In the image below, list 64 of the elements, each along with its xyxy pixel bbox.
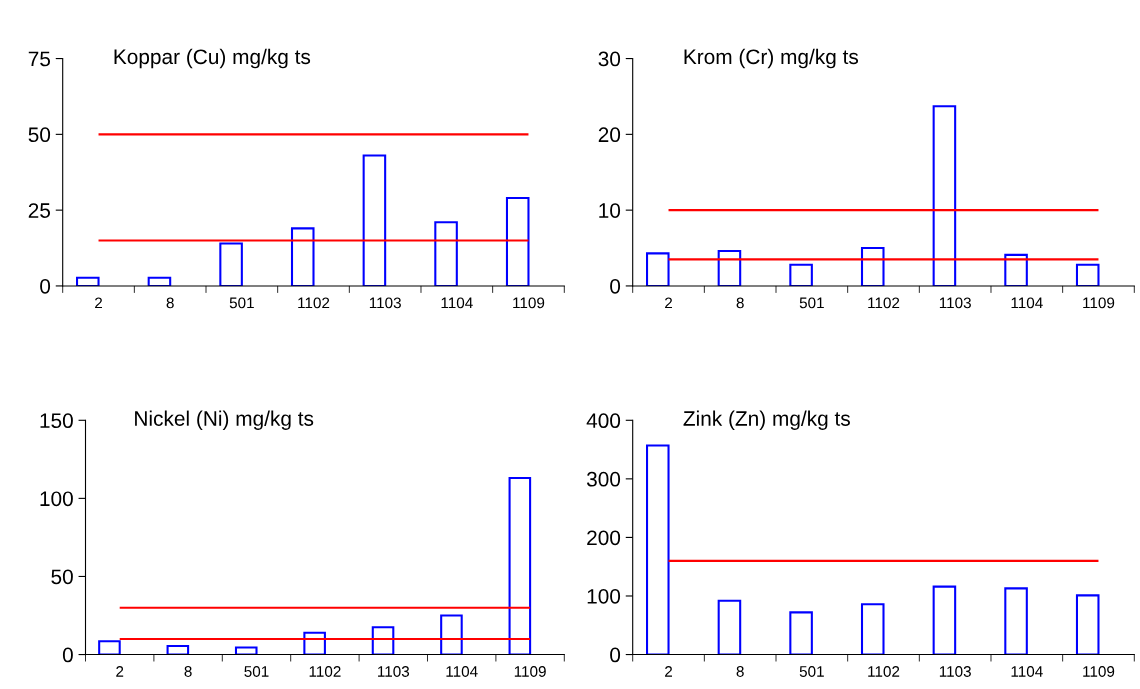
x-tick-label: 2 bbox=[95, 297, 103, 309]
bar bbox=[508, 477, 532, 655]
x-tick-label: 1103 bbox=[939, 297, 971, 309]
x-tick-label: 1102 bbox=[298, 297, 330, 309]
bar bbox=[860, 603, 885, 655]
x-tick-label: 1103 bbox=[378, 666, 410, 677]
x-tick-label: 1102 bbox=[868, 297, 900, 309]
y-tick-label: 150 bbox=[40, 413, 73, 429]
x-tick-label: 501 bbox=[799, 666, 824, 677]
x-tick-label: 501 bbox=[799, 297, 824, 309]
bar bbox=[717, 599, 742, 655]
x-tick-label: 1109 bbox=[1083, 297, 1115, 309]
x-tick-label: 2 bbox=[665, 666, 673, 677]
y-tick-label: 30 bbox=[598, 51, 621, 67]
y-tick-label: 50 bbox=[28, 127, 51, 143]
x-tick-label: 1109 bbox=[513, 297, 545, 309]
chart-title: Koppar (Cu) mg/kg ts bbox=[114, 48, 311, 69]
y-tick-label: 0 bbox=[62, 647, 73, 663]
chart-title: Zink (Zn) mg/kg ts bbox=[683, 410, 850, 430]
bar bbox=[362, 154, 387, 286]
bar bbox=[290, 227, 315, 286]
bar bbox=[1075, 594, 1100, 655]
y-tick-label: 0 bbox=[40, 278, 51, 294]
x-tick-label: 1104 bbox=[1011, 666, 1043, 677]
y-tick-label: 200 bbox=[587, 530, 621, 546]
bar bbox=[932, 585, 957, 655]
y-tick-label: 50 bbox=[51, 569, 73, 585]
bar bbox=[717, 250, 742, 286]
y-tick-label: 20 bbox=[598, 127, 621, 143]
x-tick-label: 1104 bbox=[441, 297, 473, 309]
y-tick-label: 0 bbox=[610, 647, 621, 663]
x-tick-label: 1103 bbox=[939, 666, 971, 677]
x-tick-label: 8 bbox=[184, 666, 192, 677]
x-tick-label: 2 bbox=[665, 297, 673, 309]
chart-title: Nickel (Ni) mg/kg ts bbox=[135, 410, 314, 430]
bar bbox=[440, 614, 463, 655]
y-tick-label: 300 bbox=[586, 471, 621, 487]
bar bbox=[505, 196, 530, 286]
chart-title: Krom (Cr) mg/kg ts bbox=[684, 48, 859, 69]
bar bbox=[1004, 587, 1028, 655]
x-tick-label: 8 bbox=[736, 297, 744, 309]
y-tick-label: 400 bbox=[586, 413, 621, 429]
x-tick-label: 2 bbox=[116, 666, 124, 677]
bar bbox=[645, 444, 670, 655]
y-tick-label: 10 bbox=[599, 203, 621, 218]
bar bbox=[860, 247, 885, 286]
x-tick-label: 501 bbox=[229, 297, 254, 309]
y-tick-label: 25 bbox=[28, 203, 51, 218]
x-tick-label: 1109 bbox=[1083, 666, 1115, 677]
x-tick-label: 8 bbox=[166, 297, 174, 309]
x-tick-label: 1104 bbox=[1011, 297, 1043, 309]
y-tick-label: 75 bbox=[28, 51, 51, 67]
x-tick-label: 8 bbox=[736, 666, 744, 677]
y-tick-label: 100 bbox=[587, 588, 621, 604]
bar bbox=[932, 105, 957, 286]
y-tick-label: 0 bbox=[610, 278, 621, 294]
x-tick-label: 1104 bbox=[446, 666, 478, 677]
x-tick-label: 1102 bbox=[309, 666, 341, 677]
y-tick-label: 100 bbox=[40, 491, 73, 507]
x-tick-label: 1102 bbox=[868, 666, 900, 677]
x-tick-label: 1109 bbox=[514, 666, 546, 677]
x-tick-label: 1103 bbox=[369, 297, 401, 309]
bar bbox=[434, 221, 458, 286]
x-tick-label: 501 bbox=[244, 666, 269, 677]
